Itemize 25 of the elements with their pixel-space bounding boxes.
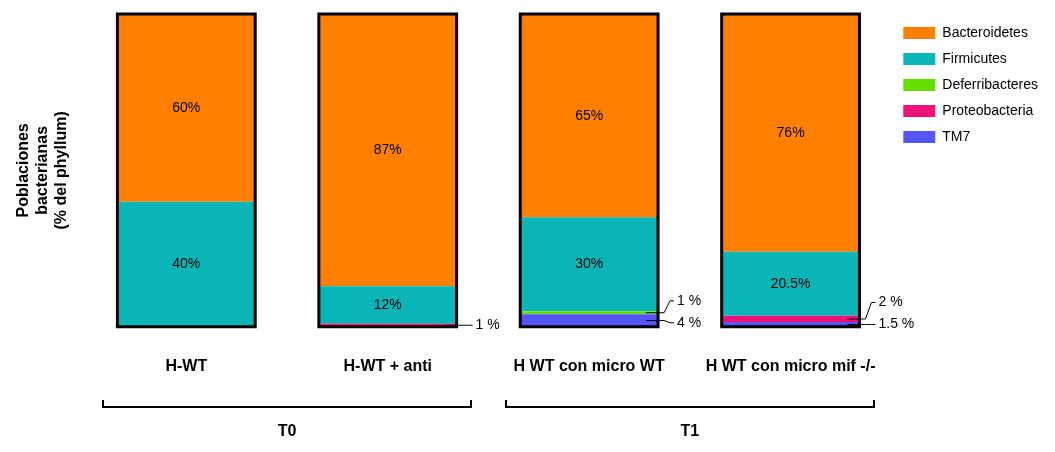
data-label: 60% [172,98,201,115]
legend-label: Proteobacteria [942,101,1034,118]
legend-label: Firmicutes [942,49,1007,66]
x-tick-label: H-WT [165,356,208,374]
data-label: 1 % [475,316,500,333]
data-label: 87% [373,140,402,157]
legend-label: TM7 [942,127,971,144]
x-tick-label: H WT con micro mif -/- [705,356,876,374]
legend-label: Bacteroidetes [942,23,1028,40]
data-label: 30% [575,255,604,272]
y-axis-title: Poblaciones bacterianas (% del phyllum) [14,111,70,230]
data-label: 2 % [878,293,903,310]
data-label: 20.5% [770,274,811,291]
x-tick-label: H-WT + anti [343,356,432,374]
text: T0 [276,422,298,440]
legend-label: Deferribacteres [942,75,1038,92]
data-label: 1.5 % [878,315,915,332]
data-label: 4 % [677,313,702,330]
data-label: 1 % [677,291,702,308]
data-label: 76% [776,123,805,140]
x-tick-label: H WT con micro WT [513,356,665,374]
data-label: 65% [575,106,604,123]
data-label: 12% [373,295,402,312]
data-label: 40% [172,255,201,272]
text: T1 [679,422,701,440]
